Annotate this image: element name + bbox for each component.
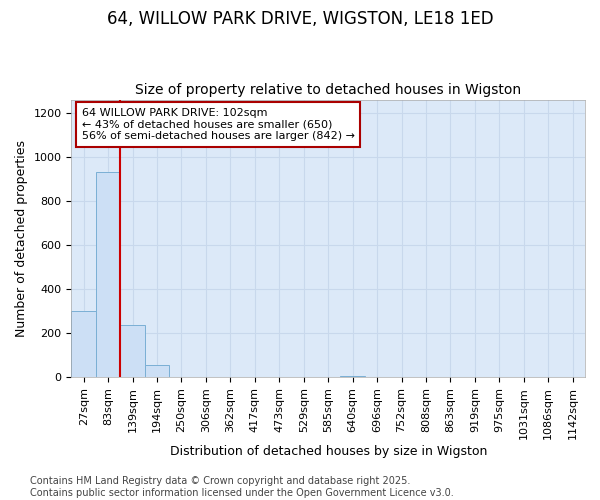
Bar xyxy=(145,365,169,377)
Bar xyxy=(96,172,121,377)
Title: Size of property relative to detached houses in Wigston: Size of property relative to detached ho… xyxy=(135,83,521,97)
X-axis label: Distribution of detached houses by size in Wigston: Distribution of detached houses by size … xyxy=(170,444,487,458)
Bar xyxy=(340,376,365,377)
Text: 64 WILLOW PARK DRIVE: 102sqm
← 43% of detached houses are smaller (650)
56% of s: 64 WILLOW PARK DRIVE: 102sqm ← 43% of de… xyxy=(82,108,355,141)
Bar xyxy=(121,326,145,377)
Bar xyxy=(71,311,96,377)
Text: 64, WILLOW PARK DRIVE, WIGSTON, LE18 1ED: 64, WILLOW PARK DRIVE, WIGSTON, LE18 1ED xyxy=(107,10,493,28)
Y-axis label: Number of detached properties: Number of detached properties xyxy=(15,140,28,337)
Text: Contains HM Land Registry data © Crown copyright and database right 2025.
Contai: Contains HM Land Registry data © Crown c… xyxy=(30,476,454,498)
